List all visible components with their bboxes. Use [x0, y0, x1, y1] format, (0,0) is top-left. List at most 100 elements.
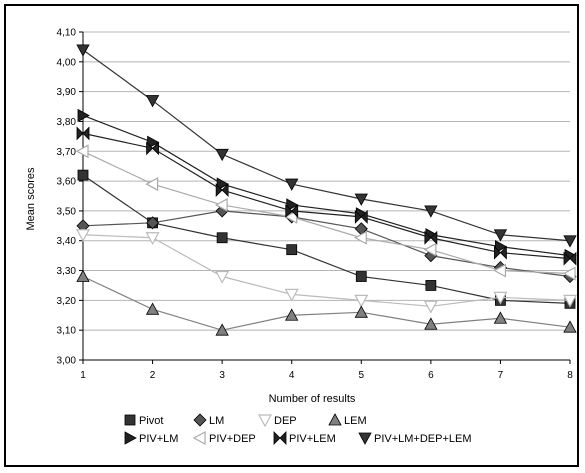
legend-item: PIV+LM [124, 431, 178, 445]
data-point [146, 216, 160, 230]
data-point [493, 311, 508, 324]
series-dep [75, 229, 578, 314]
series-line [82, 49, 571, 242]
y-tick-label: 3,80 [57, 117, 77, 128]
data-point [215, 183, 229, 198]
data-point [424, 317, 438, 330]
data-point [285, 308, 299, 321]
data-point [423, 300, 438, 314]
y-axis-title: Mean scores [25, 167, 37, 230]
data-point [76, 44, 90, 57]
data-point [495, 240, 508, 254]
data-point [493, 229, 508, 242]
x-tick-label: 5 [359, 370, 365, 381]
legend-marker [193, 413, 207, 427]
series-line [82, 114, 571, 257]
x-tick-label: 8 [567, 370, 573, 381]
legend-marker [328, 413, 342, 426]
data-point [75, 144, 89, 159]
data-point [423, 242, 437, 257]
data-point [563, 251, 577, 266]
series [75, 44, 578, 336]
data-point [563, 320, 577, 333]
legend-label: PIV+DEP [209, 433, 256, 445]
data-point [76, 126, 90, 141]
data-point [145, 232, 160, 245]
legend-item: LEM [328, 413, 367, 427]
y-tick-label: 4,00 [57, 57, 77, 68]
data-point [425, 280, 437, 291]
data-point [215, 323, 229, 336]
legend-item: PIV+DEP [192, 430, 256, 446]
legend-label: Pivot [139, 415, 163, 427]
series-line [82, 150, 571, 275]
y-tick-label: 3,90 [57, 87, 77, 98]
data-point [215, 148, 229, 162]
series-line [82, 234, 571, 307]
legend-marker [124, 414, 136, 426]
x-tick-label: 1 [80, 370, 86, 381]
legend-label: LEM [344, 415, 367, 427]
data-point [354, 209, 368, 224]
series-line [82, 210, 571, 278]
legend-marker [358, 432, 372, 445]
data-point [494, 245, 507, 260]
series-piv-lem [76, 126, 577, 266]
y-tick-label: 3,40 [57, 236, 77, 247]
y-tick-label: 3,70 [57, 147, 77, 158]
legend-label: PIV+LEM [289, 433, 336, 445]
y-tick-label: 3,10 [57, 326, 77, 337]
data-point [424, 205, 438, 218]
data-point [355, 271, 367, 282]
data-point [493, 291, 508, 305]
data-point [145, 177, 159, 192]
data-point [146, 141, 159, 156]
data-point [424, 230, 438, 245]
x-tick-label: 4 [289, 370, 295, 381]
series-piv-lm-dep-lem [76, 44, 577, 248]
data-point [354, 294, 369, 308]
x-tick-label: 7 [498, 370, 504, 381]
x-tick-label: 3 [219, 370, 225, 381]
data-point [216, 232, 228, 244]
data-point [354, 230, 367, 245]
legend-marker [192, 430, 206, 446]
data-point [147, 135, 160, 150]
x-axis-title: Number of results [269, 393, 356, 405]
data-point [214, 197, 228, 212]
data-point [354, 193, 368, 206]
data-point [286, 198, 299, 212]
data-point [284, 209, 298, 224]
data-point [285, 178, 299, 191]
data-point [493, 263, 507, 278]
axes: Mean scores Number of results 3,00 3,10 3,… [25, 28, 573, 406]
y-tick-label: 3,30 [57, 266, 77, 277]
data-point [215, 270, 230, 284]
data-point [145, 302, 160, 315]
legend-item: DEP [257, 414, 297, 428]
data-point [284, 288, 299, 302]
data-point [77, 169, 89, 181]
data-point [145, 95, 160, 108]
y-tick-label: 3,20 [57, 296, 77, 307]
legend-label: LM [209, 415, 224, 427]
data-point [562, 294, 578, 308]
series-lem [76, 269, 577, 336]
legend-item: Pivot [124, 414, 163, 427]
legend-label: PIV+LM [139, 433, 178, 445]
data-point [563, 235, 577, 248]
legend-label: DEP [274, 415, 297, 427]
series-line [82, 132, 571, 260]
data-point [354, 305, 368, 318]
data-point [286, 244, 298, 256]
data-point [285, 203, 299, 218]
legend-label: PIV+LM+DEP+LEM [374, 433, 472, 445]
x-tick-label: 6 [428, 370, 434, 381]
series-line [82, 174, 571, 304]
series-piv-dep [75, 144, 576, 281]
y-tick-label: 3,00 [57, 356, 77, 367]
data-point [76, 269, 90, 282]
legend-item: LM [193, 413, 224, 427]
data-point [562, 266, 576, 281]
